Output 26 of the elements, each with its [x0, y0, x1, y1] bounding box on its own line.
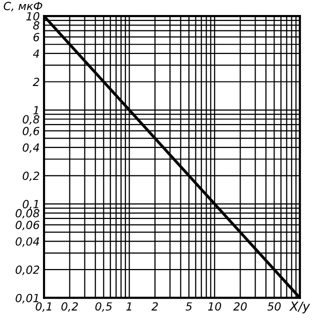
x-tick-label: 0,2: [61, 302, 78, 312]
y-tick-label: 0,6: [22, 126, 40, 136]
x-tick-label: 50: [267, 302, 281, 311]
y-tick-label: 0,8: [22, 115, 40, 125]
y-tick-label: 0,02: [16, 266, 40, 276]
x-axis-title: X/y: [289, 302, 310, 314]
y-tick-label: 0,1: [22, 200, 38, 210]
y-tick-label: 0,08: [16, 209, 40, 219]
y-tick-label: 0,2: [22, 172, 40, 182]
y-tick-label: 2: [32, 78, 40, 86]
y-tick-label: 0,06: [16, 220, 40, 230]
x-tick-label: 5: [186, 302, 192, 311]
y-tick-label: 8: [33, 21, 40, 30]
x-tick-label: 10: [208, 302, 222, 311]
x-tick-label: 2: [151, 302, 158, 310]
x-tick-label: 0,5: [95, 302, 112, 312]
x-tick-label: 20: [233, 302, 247, 311]
y-tick-label: 0,01: [16, 294, 38, 304]
y-tick-label: 10: [26, 12, 40, 20]
y-tick-label: 0,04: [16, 237, 40, 247]
y-tick-label: 1: [33, 106, 38, 114]
y-tick-label: 6: [33, 32, 40, 42]
x-tick-label: 1: [126, 302, 132, 310]
y-tick-label: 4: [32, 50, 40, 58]
y-tick-label: 0,4: [22, 143, 40, 153]
y-axis-title: C, мкФ: [4, 2, 42, 12]
